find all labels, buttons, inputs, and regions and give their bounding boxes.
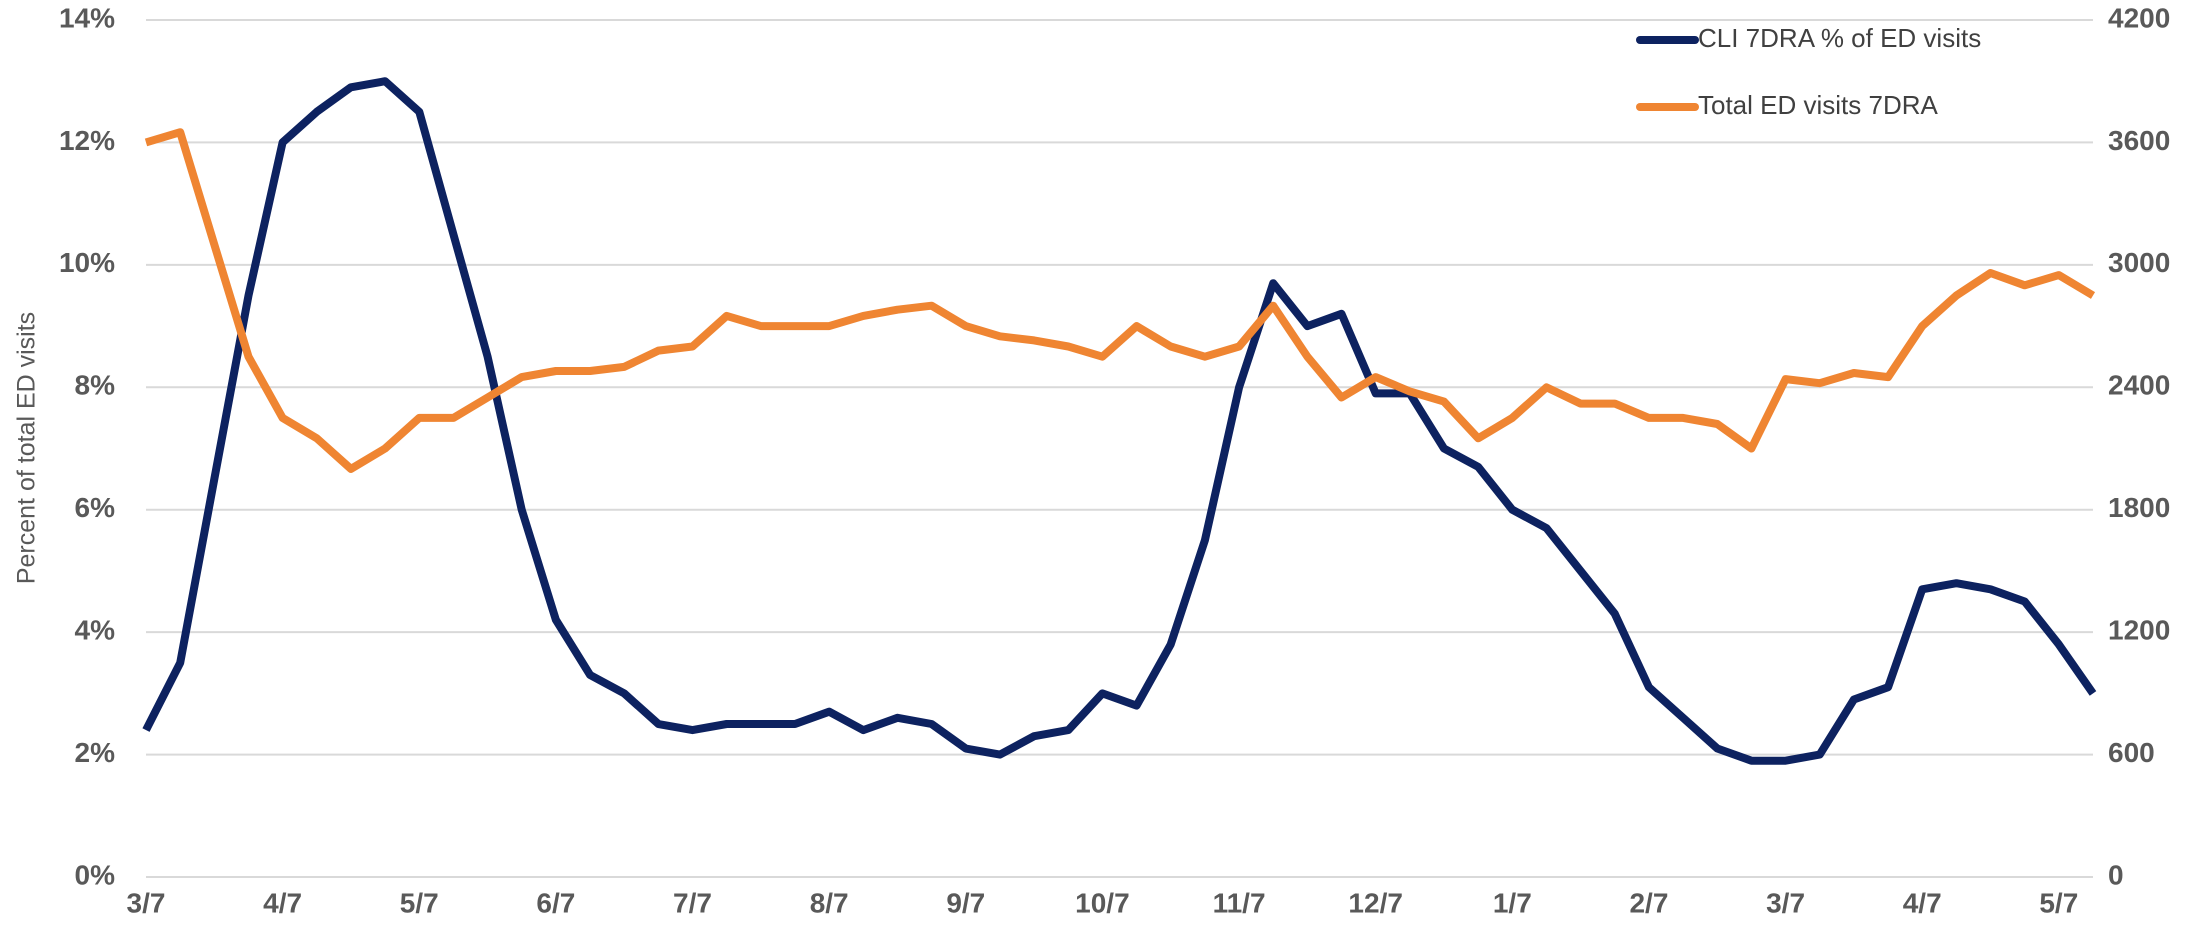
series-line	[144, 128, 2096, 473]
x-tick-label: 4/7	[263, 887, 302, 918]
y-axis-title: Percent of total ED visits	[13, 312, 41, 584]
x-tick-label: 4/7	[1903, 887, 1942, 918]
y2-tick-label: 0	[2108, 859, 2124, 890]
y2-tick-label: 3600	[2108, 125, 2170, 156]
y-tick-label: 0%	[75, 859, 116, 890]
y2-tick-label: 1200	[2108, 615, 2170, 646]
y-tick-label: 4%	[75, 615, 116, 646]
x-tick-label: 3/7	[1766, 887, 1805, 918]
y2-tick-label: 4200	[2108, 2, 2170, 33]
y-tick-label: 10%	[59, 247, 115, 278]
x-tick-label: 3/7	[127, 887, 166, 918]
y-tick-label: 8%	[75, 370, 116, 401]
y2-tick-label: 600	[2108, 737, 2155, 768]
x-tick-label: 11/7	[1213, 887, 1266, 918]
x-tick-label: 5/7	[400, 887, 439, 918]
y2-tick-label: 1800	[2108, 492, 2170, 523]
x-tick-label: 7/7	[673, 887, 712, 918]
series-line	[142, 77, 2097, 765]
legend-label: CLI 7DRA % of ED visits	[1698, 23, 1981, 53]
legend-label: Total ED visits 7DRA	[1698, 90, 1938, 120]
x-tick-label: 6/7	[536, 887, 575, 918]
x-tick-label: 8/7	[810, 887, 849, 918]
x-tick-label: 9/7	[946, 887, 985, 918]
y2-tick-label: 3000	[2108, 247, 2170, 278]
x-tick-label: 1/7	[1493, 887, 1532, 918]
x-tick-label: 2/7	[1629, 887, 1668, 918]
y-tick-label: 12%	[59, 125, 115, 156]
y-tick-label: 2%	[75, 737, 116, 768]
x-tick-label: 10/7	[1075, 887, 1130, 918]
x-tick-label: 5/7	[2039, 887, 2078, 918]
y-tick-label: 14%	[59, 2, 115, 33]
y-tick-label: 6%	[75, 492, 116, 523]
x-tick-label: 12/7	[1348, 887, 1403, 918]
y2-tick-label: 2400	[2108, 370, 2170, 401]
